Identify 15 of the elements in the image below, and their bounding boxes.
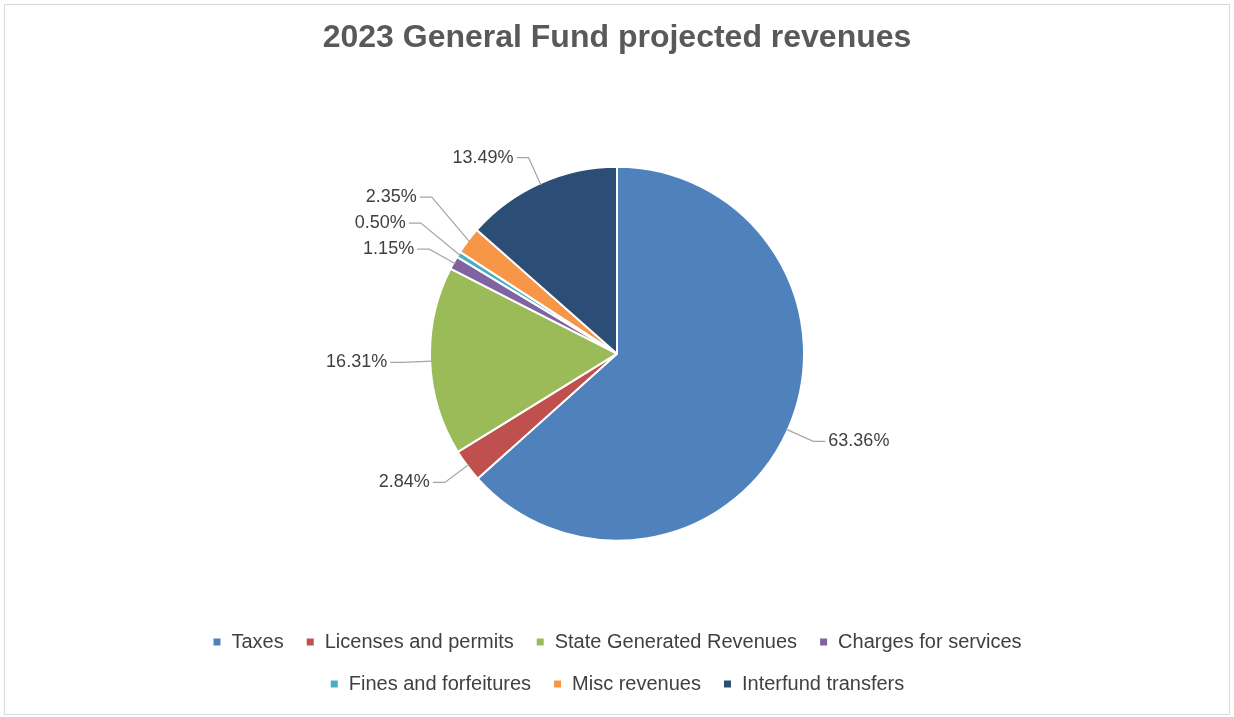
- legend-label: Interfund transfers: [741, 671, 905, 694]
- legend-label: Charges for services: [838, 629, 1022, 652]
- data-label: 13.49%: [452, 146, 514, 167]
- data-label: 0.50%: [354, 212, 406, 233]
- legend-label: Licenses and permits: [324, 629, 514, 652]
- data-label: 16.31%: [326, 351, 388, 372]
- data-label: 2.35%: [365, 186, 417, 207]
- data-label: 63.36%: [828, 430, 890, 451]
- legend-label: Taxes: [231, 629, 284, 652]
- legend-label: Fines and forfeitures: [348, 671, 532, 694]
- legend-label: Misc revenues: [572, 671, 701, 694]
- legend-label: State Generated Revenues: [554, 629, 798, 652]
- data-label: 2.84%: [378, 471, 430, 492]
- data-label: 1.15%: [363, 238, 415, 259]
- chart-title: 2023 General Fund projected revenues: [322, 18, 912, 55]
